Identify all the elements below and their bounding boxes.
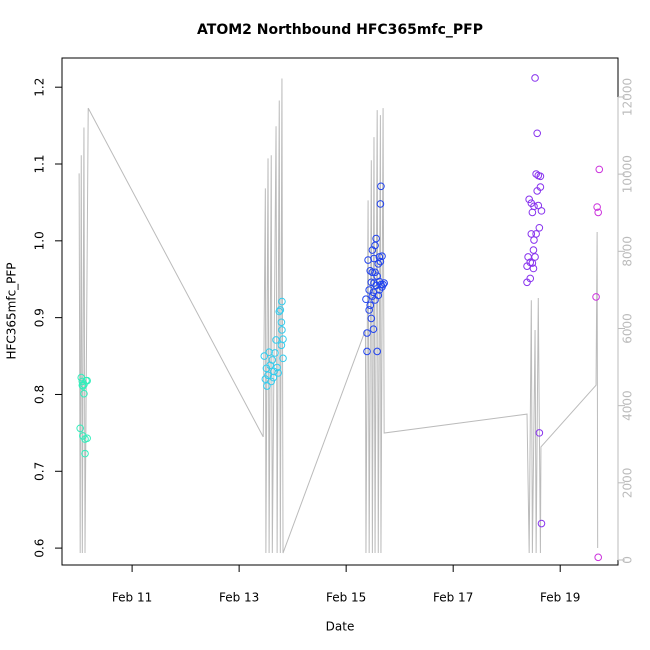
data-point <box>268 356 277 364</box>
data-point <box>277 341 286 350</box>
data-point <box>76 424 84 433</box>
data-point <box>367 314 376 323</box>
data-point <box>83 434 91 443</box>
data-point <box>370 279 378 287</box>
x-tick-label: Feb 13 <box>219 591 259 605</box>
data-point <box>369 325 378 333</box>
data-point <box>595 165 604 174</box>
data-point <box>370 254 378 263</box>
data-point <box>363 329 371 337</box>
data-point <box>594 208 603 217</box>
data-point <box>276 306 285 314</box>
data-point <box>528 259 537 267</box>
data-point <box>362 295 370 304</box>
data-point <box>263 382 271 390</box>
data-point <box>277 318 286 327</box>
data-point <box>271 349 279 357</box>
data-point <box>535 429 544 437</box>
y-tick-label: 0.8 <box>33 385 47 404</box>
data-point <box>365 306 373 314</box>
data-point <box>83 376 91 385</box>
data-point <box>528 208 537 217</box>
data-point <box>260 352 269 360</box>
data-point <box>267 377 276 386</box>
plot-frame <box>61 57 619 566</box>
y2-tick-label: 0 <box>621 556 635 564</box>
data-point <box>592 293 600 301</box>
y-tick-label: 0.6 <box>33 539 47 558</box>
data-point <box>529 246 538 254</box>
data-point <box>366 301 375 310</box>
data-point <box>80 389 88 398</box>
data-point <box>535 223 544 232</box>
y2-tick-label: 12000 <box>621 78 635 116</box>
y2-tick-label: 10000 <box>621 155 635 193</box>
y-tick-label: 1.0 <box>33 231 47 250</box>
data-point <box>376 257 385 266</box>
data-point <box>533 129 541 138</box>
data-point <box>594 553 603 562</box>
data-point <box>279 354 287 363</box>
data-point <box>536 183 545 191</box>
data-point <box>377 182 385 191</box>
data-point <box>537 519 546 528</box>
y-tick-label: 1.2 <box>33 78 47 97</box>
x-tick-label: Feb 17 <box>433 591 473 605</box>
data-point <box>530 202 538 211</box>
data-point <box>379 280 387 289</box>
y2-tick-label: 2000 <box>621 468 635 499</box>
data-point <box>378 252 386 260</box>
data-point <box>81 449 89 458</box>
y-tick-label: 0.7 <box>33 462 47 481</box>
y2-tick-label: 4000 <box>621 390 635 421</box>
data-point <box>532 170 540 178</box>
data-point <box>278 326 286 334</box>
data-point <box>368 268 377 277</box>
data-point <box>278 297 286 306</box>
data-point <box>527 230 536 238</box>
data-point <box>534 201 543 210</box>
data-point <box>372 234 380 243</box>
data-point <box>371 268 379 277</box>
data-point <box>274 369 282 377</box>
data-point <box>380 279 388 287</box>
data-point <box>531 253 539 261</box>
data-point <box>365 286 373 294</box>
data-point <box>531 74 539 82</box>
data-point <box>368 292 377 300</box>
data-point <box>265 348 273 357</box>
y2-tick-label: 8000 <box>621 236 635 267</box>
y2-tick-label: 6000 <box>621 313 635 344</box>
chart-title: ATOM2 Northbound HFC365mfc_PFP <box>197 22 483 38</box>
data-point <box>530 236 538 244</box>
y-tick-label: 0.9 <box>33 308 47 327</box>
data-point <box>374 291 383 300</box>
data-point <box>375 286 384 294</box>
altitude-line <box>78 78 599 554</box>
data-point <box>275 307 284 316</box>
data-point <box>525 195 533 204</box>
data-point <box>526 274 535 283</box>
data-point <box>79 382 87 390</box>
data-point <box>373 347 381 356</box>
data-point <box>536 172 545 181</box>
x-axis-label: Date <box>326 620 355 634</box>
data-point <box>273 363 281 372</box>
x-tick-label: Feb 15 <box>326 591 366 605</box>
data-point <box>529 264 538 273</box>
data-point <box>593 203 601 211</box>
y-axis-label: HFC365mfc_PFP <box>5 262 19 359</box>
data-point <box>537 207 546 215</box>
data-point <box>532 230 540 238</box>
x-tick-label: Feb 11 <box>112 591 152 605</box>
x-tick-label: Feb 19 <box>540 591 580 605</box>
data-point <box>376 200 385 208</box>
y-tick-label: 1.1 <box>33 154 47 173</box>
data-point <box>363 347 371 356</box>
data-point <box>366 266 375 275</box>
